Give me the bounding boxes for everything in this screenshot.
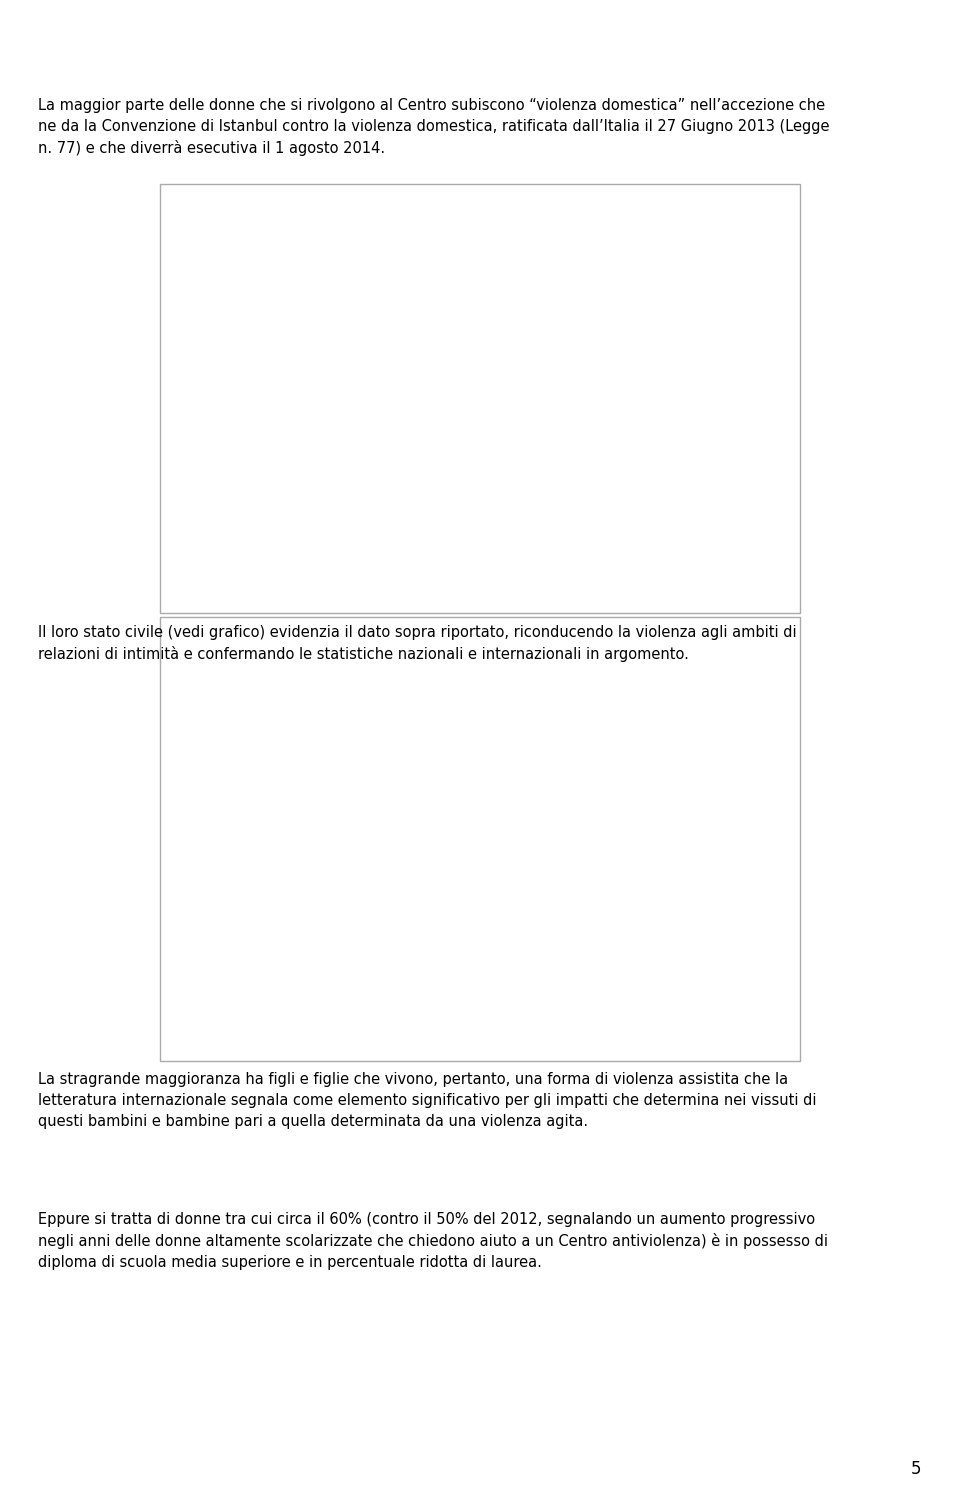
Wedge shape	[485, 846, 633, 1004]
Text: DENTRO
FAMIGLIA
93%: DENTRO FAMIGLIA 93%	[592, 430, 707, 473]
Text: SEPARATA
17%: SEPARATA 17%	[218, 948, 397, 969]
Text: Eppure si tratta di donne tra cui circa il 60% (contro il 50% del 2012, segnalan: Eppure si tratta di donne tra cui circa …	[38, 1212, 828, 1270]
Text: CONVIVENTE
7%: CONVIVENTE 7%	[280, 685, 445, 727]
Text: SEPARATA DI
FATTO
12%: SEPARATA DI FATTO 12%	[201, 855, 382, 888]
Text: DIVORZIATA
4%: DIVORZIATA 4%	[204, 789, 390, 810]
Text: La stragrande maggioranza ha figli e figlie che vivono, pertanto, una forma di v: La stragrande maggioranza ha figli e fig…	[38, 1072, 817, 1129]
Title: AMBITI DELLA VIOLENZA: AMBITI DELLA VIOLENZA	[356, 191, 604, 209]
Text: NUBILE
20%: NUBILE 20%	[587, 752, 732, 778]
Wedge shape	[487, 719, 635, 835]
Text: VEDOVA
2%: VEDOVA 2%	[224, 740, 397, 778]
Wedge shape	[328, 247, 632, 549]
Text: CONIUGATA
38%: CONIUGATA 38%	[602, 895, 759, 930]
Text: FUORI
FAMIGLIA
7%: FUORI FAMIGLIA 7%	[252, 259, 459, 301]
Wedge shape	[484, 685, 561, 832]
Text: 5: 5	[911, 1460, 922, 1478]
Wedge shape	[331, 846, 495, 1005]
Text: La maggior parte delle donne che si rivolgono al Centro subiscono “violenza dome: La maggior parte delle donne che si rivo…	[38, 98, 829, 157]
Wedge shape	[488, 781, 647, 898]
Text: Il loro stato civile (vedi grafico) evidenzia il dato sopra riportato, riconduce: Il loro stato civile (vedi grafico) evid…	[38, 625, 797, 662]
Wedge shape	[315, 674, 534, 900]
Text: Stato civile: Stato civile	[557, 655, 689, 674]
Wedge shape	[388, 409, 475, 558]
Wedge shape	[485, 694, 594, 832]
